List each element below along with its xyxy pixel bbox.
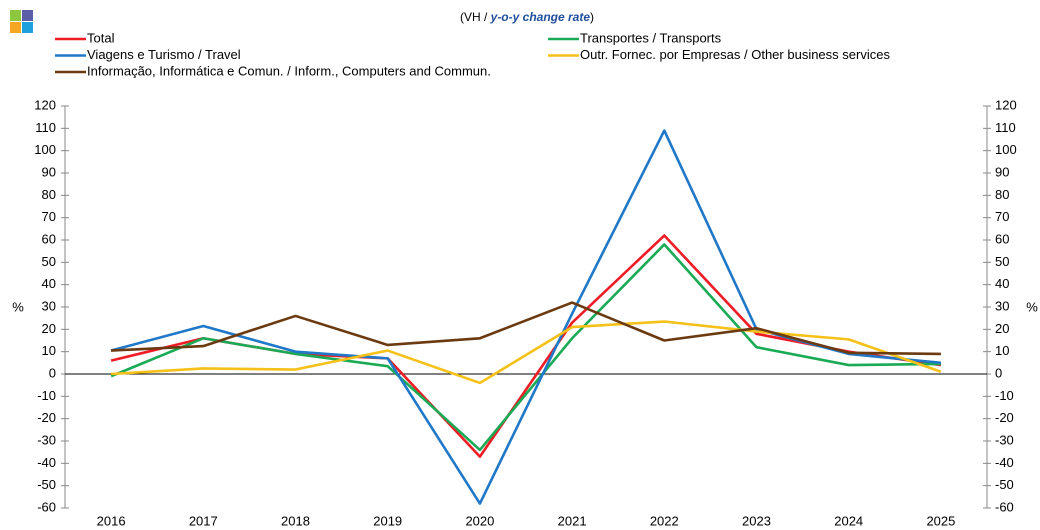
legend-label: Outr. Fornec. por Empresas / Other busin… <box>580 47 890 62</box>
y-tick-label: -20 <box>37 410 56 425</box>
y-tick-label: 70 <box>42 209 56 224</box>
y2-tick-label: 80 <box>995 187 1009 202</box>
logo <box>10 10 33 33</box>
x-tick-label: 2023 <box>742 513 771 528</box>
subtitle: (VH / y-o-y change rate) <box>460 10 594 24</box>
y2-tick-label: 30 <box>995 298 1009 313</box>
y2-tick-label: 120 <box>995 97 1017 112</box>
y2-tick-label: 90 <box>995 164 1009 179</box>
series-line <box>110 129 942 505</box>
legend-label: Total <box>87 30 115 45</box>
y-axis-label: % <box>12 299 24 314</box>
y2-tick-label: -40 <box>995 455 1014 470</box>
y-tick-label: 110 <box>35 120 56 135</box>
y-tick-label: 80 <box>42 187 56 202</box>
y-tick-label: 0 <box>49 365 56 380</box>
y-tick-label: 20 <box>42 321 56 336</box>
y2-axis-label: % <box>1026 299 1038 314</box>
y-tick-label: 50 <box>42 254 56 269</box>
series-line <box>111 301 941 356</box>
y2-tick-label: -50 <box>995 477 1014 492</box>
y-tick-label: -30 <box>37 432 56 447</box>
y2-tick-label: -20 <box>995 410 1014 425</box>
y-tick-label: -10 <box>37 388 56 403</box>
y2-tick-label: 20 <box>995 321 1009 336</box>
y-tick-label: 30 <box>42 298 56 313</box>
legend-label: Informação, Informática e Comun. / Infor… <box>87 63 491 78</box>
x-tick-label: 2021 <box>558 513 587 528</box>
y-tick-label: -60 <box>37 499 56 514</box>
y-tick-label: 120 <box>34 97 56 112</box>
y-tick-label: -40 <box>37 455 56 470</box>
y-tick-label: -50 <box>37 477 56 492</box>
x-tick-label: 2024 <box>834 513 863 528</box>
y2-tick-label: 100 <box>995 142 1017 157</box>
y2-tick-label: -10 <box>995 388 1014 403</box>
x-tick-label: 2022 <box>650 513 679 528</box>
y2-tick-label: -30 <box>995 432 1014 447</box>
x-tick-label: 2017 <box>189 513 218 528</box>
y-tick-label: 100 <box>34 142 56 157</box>
x-tick-label: 2018 <box>281 513 310 528</box>
y2-tick-label: 0 <box>995 365 1002 380</box>
y2-tick-label: 110 <box>995 120 1016 135</box>
x-tick-label: 2019 <box>373 513 402 528</box>
y2-tick-label: 70 <box>995 209 1009 224</box>
legend-label: Viagens e Turismo / Travel <box>87 47 241 62</box>
series-line <box>111 320 942 385</box>
y2-tick-label: 50 <box>995 254 1009 269</box>
legend-label: Transportes / Transports <box>580 30 722 45</box>
y-tick-label: 90 <box>42 164 56 179</box>
x-tick-label: 2020 <box>465 513 494 528</box>
y2-tick-label: 10 <box>995 343 1009 358</box>
x-tick-label: 2016 <box>97 513 126 528</box>
series-line <box>110 243 941 452</box>
x-tick-label: 2025 <box>926 513 955 528</box>
y2-tick-label: -60 <box>995 499 1014 514</box>
y-tick-label: 60 <box>42 231 56 246</box>
y-tick-label: 40 <box>42 276 56 291</box>
y-tick-label: 10 <box>42 343 56 358</box>
y2-tick-label: 40 <box>995 276 1009 291</box>
y2-tick-label: 60 <box>995 231 1009 246</box>
